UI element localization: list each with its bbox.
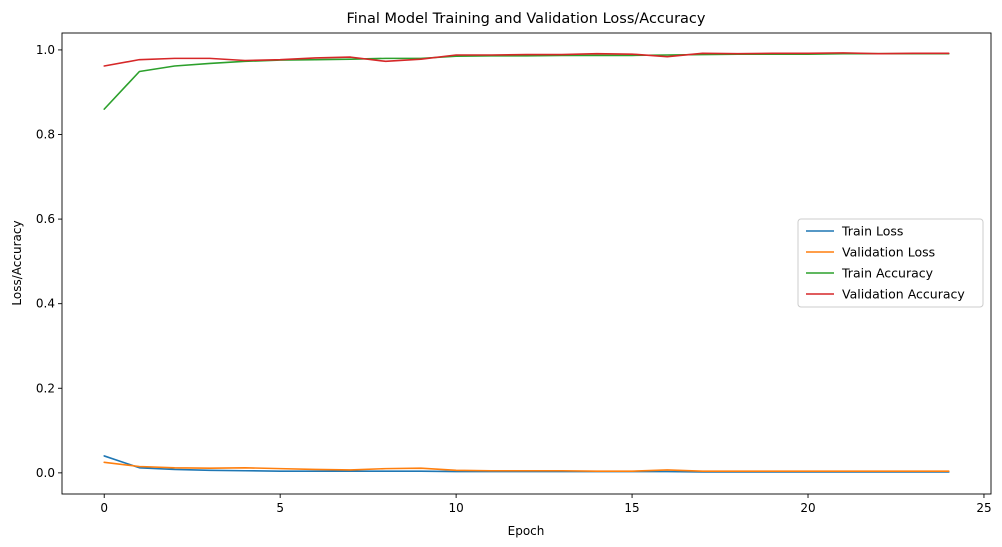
legend: Train Loss Validation Loss Train Accuracy V… [797, 218, 984, 308]
series-line-validation-accuracy [103, 52, 950, 67]
series-line-train-loss [103, 455, 950, 473]
plot-area: 0 5 10 15 20 25 0.0 0.2 0.4 0.6 0.8 1.0 [36, 32, 992, 515]
series-line-train-accuracy [103, 52, 950, 110]
legend-box [797, 218, 984, 308]
x-axis-label: Epoch [508, 524, 545, 538]
legend-label-train-loss: Train Loss [841, 224, 903, 239]
y-tick-label: 0.2 [36, 381, 55, 395]
y-tick-label: 0.6 [36, 212, 55, 226]
series-line-validation-loss [103, 461, 950, 472]
y-tick-label: 0.4 [36, 297, 55, 311]
legend-label-validation-loss: Validation Loss [842, 245, 935, 260]
y-tick-label: 1.0 [36, 43, 55, 57]
legend-label-validation-accuracy: Validation Accuracy [842, 287, 965, 302]
x-tick-label: 15 [624, 501, 639, 515]
y-axis-label: Loss/Accuracy [10, 220, 24, 305]
x-tick-label: 5 [276, 501, 284, 515]
legend-label-train-accuracy: Train Accuracy [841, 266, 934, 281]
axes-frame [61, 32, 992, 495]
x-tick-label: 10 [448, 501, 463, 515]
y-tick-label: 0.0 [36, 466, 55, 480]
chart-title: Final Model Training and Validation Loss… [347, 11, 706, 27]
y-tick-label: 0.8 [36, 128, 55, 142]
x-tick-label: 25 [976, 501, 991, 515]
x-tick-label: 20 [800, 501, 815, 515]
x-tick-label: 0 [100, 501, 108, 515]
